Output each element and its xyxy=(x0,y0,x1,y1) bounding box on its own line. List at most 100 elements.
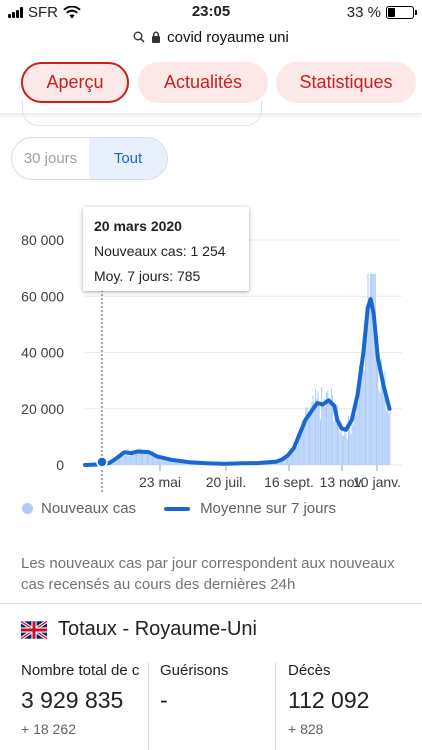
bar xyxy=(389,412,391,465)
bar xyxy=(318,405,320,465)
status-bar: SFR 23:05 33 % xyxy=(0,0,422,24)
bar xyxy=(291,450,293,465)
bar xyxy=(300,432,302,465)
search-icon xyxy=(133,31,145,43)
bar xyxy=(147,449,148,465)
bar xyxy=(365,347,366,465)
bar xyxy=(288,454,290,465)
bar xyxy=(358,365,360,465)
bar xyxy=(322,402,324,465)
recovered-column: Guérisons - xyxy=(160,662,270,750)
bar xyxy=(132,455,134,465)
bar xyxy=(137,453,139,465)
tooltip-new-cases: Nouveaux cas: 1 254 xyxy=(94,243,226,259)
bar xyxy=(304,424,306,465)
bar xyxy=(316,399,318,465)
bar xyxy=(136,450,137,465)
bar xyxy=(287,458,289,465)
bar xyxy=(302,421,304,465)
bar xyxy=(350,434,352,465)
bar xyxy=(388,413,390,465)
legend-line-swatch xyxy=(164,506,191,511)
bar xyxy=(166,460,168,465)
bar xyxy=(362,337,364,465)
bar xyxy=(328,400,330,465)
bar xyxy=(351,423,353,465)
bar xyxy=(282,460,284,465)
bar xyxy=(326,392,327,465)
bar xyxy=(281,458,282,465)
scrolled-selector-edge xyxy=(22,100,262,126)
bar xyxy=(306,407,308,465)
address-bar[interactable]: covid royaume uni xyxy=(0,24,422,50)
tab-actualites[interactable]: Actualités xyxy=(138,62,268,103)
bar xyxy=(357,402,359,465)
tooltip-point xyxy=(96,456,108,468)
bar xyxy=(128,455,130,465)
tab-apercu[interactable]: Aperçu xyxy=(21,62,129,103)
time-range-selector: 30 jours Tout xyxy=(11,137,168,180)
bar xyxy=(299,432,301,465)
bar xyxy=(311,402,313,465)
x-tick-label: 23 mai xyxy=(139,474,181,490)
bar xyxy=(173,460,175,465)
tab-statistiques[interactable]: Statistiques xyxy=(276,62,416,103)
bar xyxy=(323,398,325,465)
cases-chart[interactable]: 0 20 000 40 000 60 000 80 000 23 mai 20 juil.… xyxy=(0,200,422,500)
deaths-delta: + 828 xyxy=(288,721,324,737)
battery-group: 33 % xyxy=(347,4,417,21)
recovered-value: - xyxy=(160,687,168,713)
legend-avg7: Moyenne sur 7 jours xyxy=(200,500,336,517)
bar xyxy=(368,298,370,465)
bar xyxy=(294,446,296,465)
bar xyxy=(148,453,150,465)
bar xyxy=(327,390,329,465)
bar xyxy=(277,461,279,465)
column-divider xyxy=(275,662,276,750)
y-tick-label: 0 xyxy=(56,457,64,473)
bar xyxy=(307,419,309,465)
bar xyxy=(168,459,170,465)
deaths-label: Décès xyxy=(288,662,331,679)
bar xyxy=(285,457,287,465)
bar xyxy=(355,414,357,465)
bar xyxy=(315,388,317,465)
bar xyxy=(379,392,381,465)
bar xyxy=(313,406,315,465)
bar xyxy=(133,453,135,465)
bar xyxy=(120,457,122,465)
bar xyxy=(182,461,184,465)
uk-flag-icon xyxy=(21,619,47,640)
bar xyxy=(122,453,124,465)
bar xyxy=(369,273,371,466)
bar xyxy=(150,456,152,465)
bar xyxy=(385,410,387,465)
range-all-button[interactable]: Tout xyxy=(89,138,167,179)
bar xyxy=(310,406,312,465)
battery-icon xyxy=(386,6,417,19)
chart-note: Les nouveaux cas par jour correspondent … xyxy=(21,555,395,593)
y-tick-label: 80 000 xyxy=(21,232,64,248)
bar xyxy=(164,459,166,465)
bar xyxy=(354,404,356,465)
divider xyxy=(0,603,422,604)
deaths-column: Décès 112 092 + 828 xyxy=(288,662,418,750)
bar xyxy=(125,455,127,465)
bar xyxy=(126,449,128,465)
bar xyxy=(296,446,298,465)
total-cases-delta: + 18 262 xyxy=(21,721,76,737)
bar xyxy=(332,395,334,465)
bar xyxy=(386,402,388,465)
bar xyxy=(284,459,286,465)
wifi-icon xyxy=(63,6,81,19)
bar xyxy=(309,414,310,465)
bar xyxy=(156,457,158,465)
bar xyxy=(298,431,299,465)
range-30-days-button[interactable]: 30 jours xyxy=(23,150,78,167)
bar xyxy=(142,453,144,465)
bar xyxy=(330,388,332,465)
x-tick-label: 16 sept. xyxy=(264,474,314,490)
x-tick-label: 20 juil. xyxy=(206,474,246,490)
x-tick-label: 10 janv. xyxy=(353,474,401,490)
bar xyxy=(114,459,116,465)
